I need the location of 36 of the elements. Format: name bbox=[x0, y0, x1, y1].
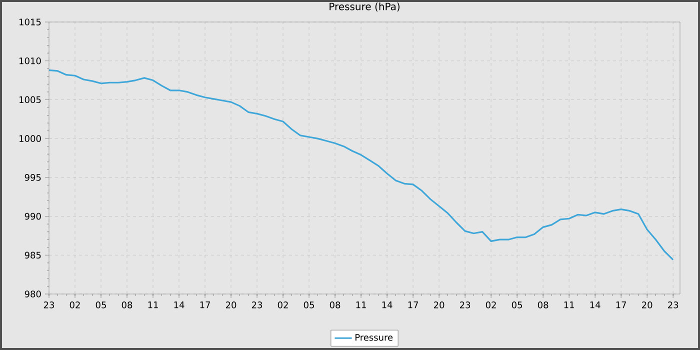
x-tick-label: 17 bbox=[408, 302, 418, 308]
x-tick-label: 02 bbox=[70, 302, 80, 308]
x-tick-label: 05 bbox=[304, 302, 314, 308]
x-tick-label: 02 bbox=[278, 302, 288, 308]
x-tick-label: 11 bbox=[564, 302, 574, 308]
y-tick-label: 1010 bbox=[20, 57, 41, 64]
x-tick-label: 08 bbox=[538, 302, 548, 308]
x-tick-label: 17 bbox=[200, 302, 210, 308]
x-tick-label: 05 bbox=[512, 302, 522, 308]
y-tick-label: 1000 bbox=[20, 135, 41, 142]
x-tick-label: 05 bbox=[96, 302, 106, 308]
x-tick-label: 08 bbox=[330, 302, 340, 308]
x-tick-label: 14 bbox=[174, 302, 184, 308]
x-tick-label: 23 bbox=[44, 302, 54, 308]
y-tick-label: 1005 bbox=[20, 96, 41, 104]
x-tick-label: 02 bbox=[486, 302, 496, 308]
line-series bbox=[49, 69, 674, 261]
y-tick-label: 990 bbox=[24, 212, 41, 220]
x-tick-label: 20 bbox=[642, 302, 652, 308]
chart-title: Pressure (hPa) bbox=[330, 2, 400, 12]
x-tick-label: 20 bbox=[434, 302, 444, 308]
x-tick-label: 11 bbox=[356, 302, 366, 308]
x-tick-label: 14 bbox=[382, 302, 392, 308]
x-tick-label: 11 bbox=[148, 302, 158, 308]
x-tick-label: 20 bbox=[226, 302, 236, 308]
x-tick-label: 23 bbox=[460, 302, 470, 308]
y-tick-label: 995 bbox=[24, 174, 41, 181]
y-tick-label: 1015 bbox=[20, 18, 41, 26]
legend-label: Pressure bbox=[356, 334, 393, 341]
x-tick-label: 23 bbox=[252, 302, 262, 308]
y-tick-label: 980 bbox=[24, 290, 41, 298]
x-tick-label: 17 bbox=[616, 302, 626, 308]
y-tick-label: 985 bbox=[24, 252, 41, 259]
x-tick-label: 23 bbox=[668, 302, 678, 308]
x-tick-label: 08 bbox=[122, 302, 132, 308]
x-tick-label: 14 bbox=[590, 302, 600, 308]
